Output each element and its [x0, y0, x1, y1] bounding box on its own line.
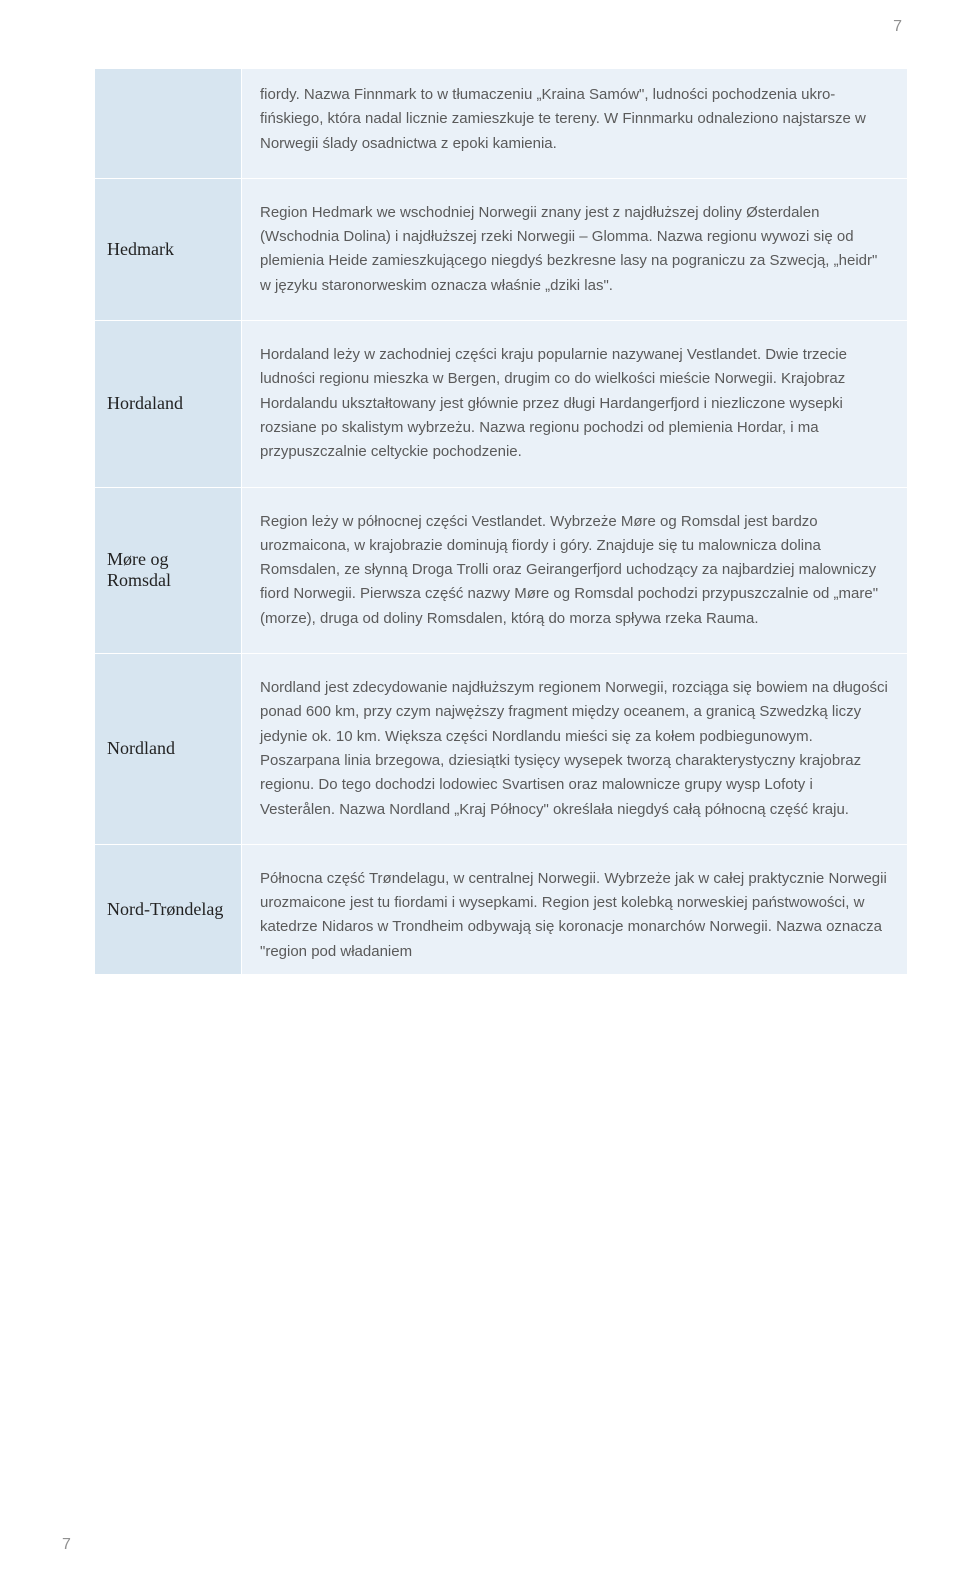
table-row: Hedmark Region Hedmark we wschodniej Nor…	[95, 178, 908, 320]
region-label-cell: Nordland	[95, 654, 242, 845]
region-desc-cell: fiordy. Nazwa Finnmark to w tłumaczeniu …	[242, 69, 908, 179]
region-desc-cell: Nordland jest zdecydowanie najdłuższym r…	[242, 654, 908, 845]
region-desc-cell: Region Hedmark we wschodniej Norwegii zn…	[242, 178, 908, 320]
region-label-cell: Nord-Trøndelag	[95, 844, 242, 974]
region-desc-cell: Północna część Trøndelagu, w centralnej …	[242, 844, 908, 974]
table-row: fiordy. Nazwa Finnmark to w tłumaczeniu …	[95, 69, 908, 179]
region-label-cell: Møre og Romsdal	[95, 487, 242, 653]
region-desc-cell: Region leży w północnej części Vestlande…	[242, 487, 908, 653]
region-desc-cell: Hordaland leży w zachodniej części kraju…	[242, 321, 908, 487]
region-label-cell: Hedmark	[95, 178, 242, 320]
table-row: Nord-Trøndelag Północna część Trøndelagu…	[95, 844, 908, 974]
regions-table: fiordy. Nazwa Finnmark to w tłumaczeniu …	[94, 68, 908, 975]
page-number-bottom: 7	[62, 1536, 71, 1554]
region-label-cell: Hordaland	[95, 321, 242, 487]
table-row: Møre og Romsdal Region leży w północnej …	[95, 487, 908, 653]
region-label-cell	[95, 69, 242, 179]
table-row: Hordaland Hordaland leży w zachodniej cz…	[95, 321, 908, 487]
table-row: Nordland Nordland jest zdecydowanie najd…	[95, 654, 908, 845]
page-number-top: 7	[893, 18, 902, 36]
